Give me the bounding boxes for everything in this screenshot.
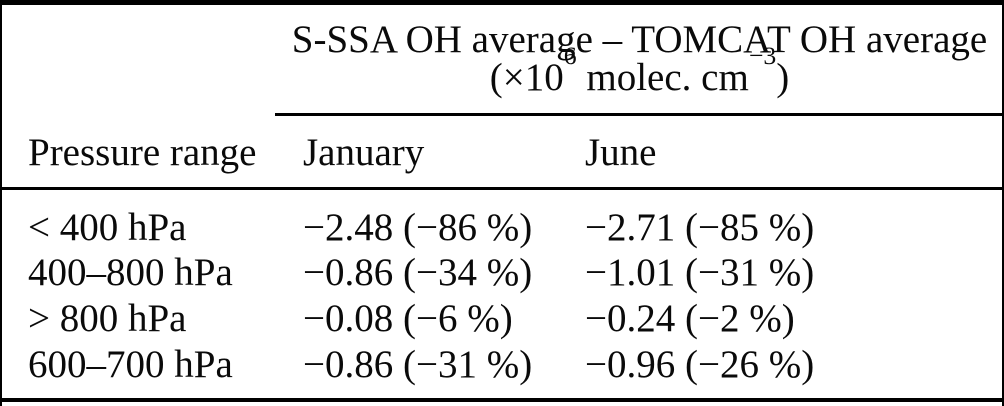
table-bottom-rule (0, 398, 1004, 402)
june-value: −1.01 (−31 %) (585, 251, 815, 294)
unit-open-text: (×10 (489, 56, 564, 99)
table-row: > 800 hPa −0.08 (−6 %) −0.24 (−2 %) (0, 299, 1004, 345)
left-crop-edge-line (0, 0, 2, 406)
column-header-january: January (303, 131, 425, 174)
pressure-range-value: < 400 hPa (28, 206, 187, 249)
pressure-range-value: > 800 hPa (28, 297, 187, 340)
table-top-rule (0, 0, 1004, 5)
table-header-row: Pressure range January June (0, 133, 1004, 179)
unit-exponent-6: 6 (563, 40, 577, 70)
spanner-underline-rule (275, 113, 1004, 116)
pressure-range-value: 600–700 hPa (28, 343, 233, 386)
unit-exponent-minus-3: −3 (748, 40, 777, 70)
january-value: −2.48 (−86 %) (303, 206, 533, 249)
january-value: −0.86 (−31 %) (303, 343, 533, 386)
table-row: 600–700 hPa −0.86 (−31 %) −0.96 (−26 %) (0, 345, 1004, 391)
right-crop-edge-line (1002, 0, 1004, 406)
june-value: −0.96 (−26 %) (585, 343, 815, 386)
header-separator-rule (0, 187, 1004, 190)
column-header-june: June (585, 131, 657, 174)
june-value: −0.24 (−2 %) (585, 297, 795, 340)
pressure-range-value: 400–800 hPa (28, 251, 233, 294)
column-header-pressure-range: Pressure range (28, 131, 257, 174)
table-row: 400–800 hPa −0.86 (−34 %) −1.01 (−31 %) (0, 253, 1004, 299)
column-group-units: (×106 molec. cm−3) (275, 42, 1004, 99)
january-value: −0.86 (−34 %) (303, 251, 533, 294)
table-row: < 400 hPa −2.48 (−86 %) −2.71 (−85 %) (0, 208, 1004, 254)
column-group-title: S-SSA OH average – TOMCAT OH average (291, 18, 988, 61)
unit-middle-text: molec. cm (576, 56, 749, 99)
unit-close-text: ) (776, 56, 790, 99)
june-value: −2.71 (−85 %) (585, 206, 815, 249)
january-value: −0.08 (−6 %) (303, 297, 513, 340)
